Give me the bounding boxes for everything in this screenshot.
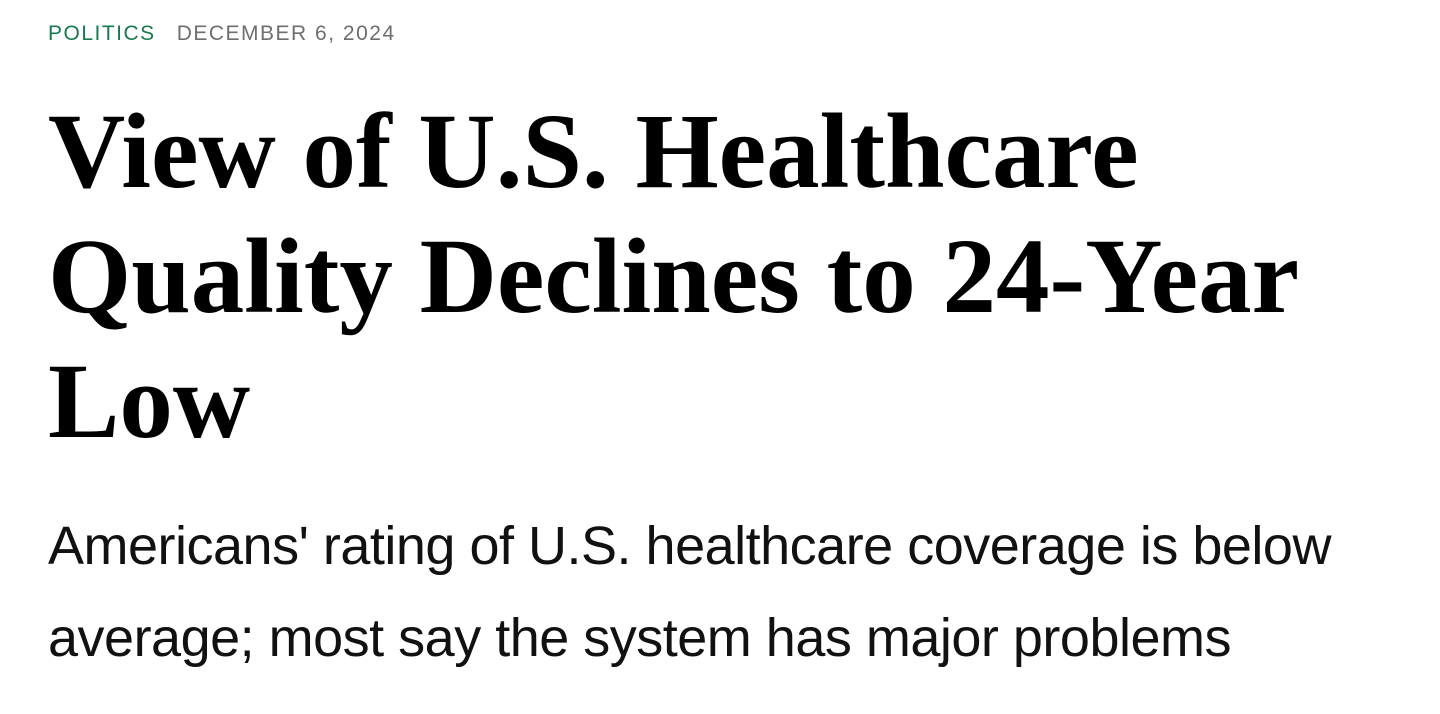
- deck-line-1: Americans' rating of U.S. healthcare cov…: [48, 516, 1331, 576]
- headline-line-3: Low: [48, 343, 251, 461]
- category-link[interactable]: POLITICS: [48, 22, 156, 45]
- deck-line-2: average; most say the system has major p…: [48, 608, 1231, 668]
- eyebrow: POLITICS DECEMBER 6, 2024: [48, 22, 1392, 46]
- deck: Americans' rating of U.S. healthcare cov…: [48, 500, 1392, 684]
- headline: View of U.S. Healthcare Quality Declines…: [48, 90, 1392, 465]
- headline-line-2: Quality Declines to 24-Year: [48, 218, 1300, 336]
- headline-line-1: View of U.S. Healthcare: [48, 93, 1139, 211]
- article-header: POLITICS DECEMBER 6, 2024 View of U.S. H…: [48, 22, 1392, 684]
- publish-date: DECEMBER 6, 2024: [176, 22, 396, 45]
